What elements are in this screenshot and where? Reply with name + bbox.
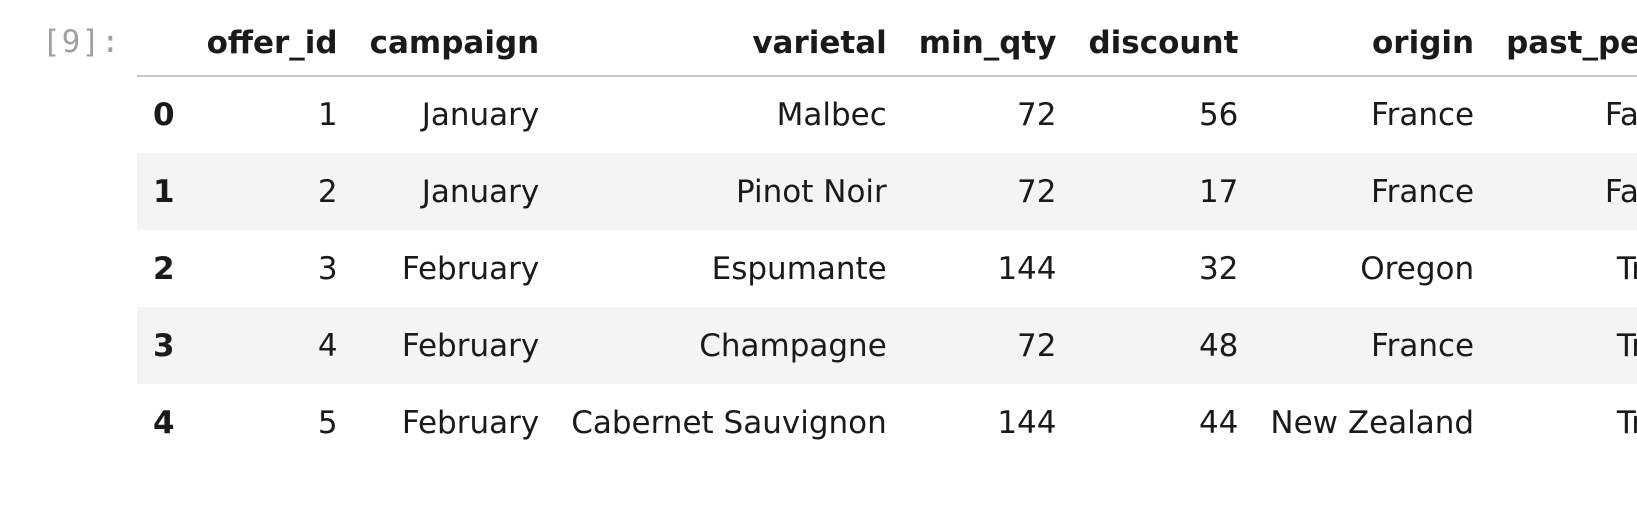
campaign-cell: February	[401, 404, 540, 441]
offer-id-cell: 2	[317, 173, 338, 210]
min-qty-cell: 72	[1017, 327, 1057, 364]
table-row: 4 5 February Cabernet Sauvignon 144 44 N…	[137, 384, 1637, 461]
origin-cell: New Zealand	[1270, 404, 1475, 441]
past-peak-cell: True	[1616, 250, 1637, 287]
min-qty-cell: 144	[997, 250, 1057, 287]
origin-cell: France	[1371, 173, 1475, 210]
min-qty-cell: 72	[1017, 173, 1057, 210]
discount-header: discount	[1072, 10, 1255, 77]
table-header: offer_id campaign varietal min_qty disco…	[137, 10, 1637, 77]
varietal-cell: Espumante	[711, 250, 887, 287]
row-index: 1	[153, 173, 175, 210]
campaign-header: campaign	[353, 10, 556, 77]
offer-id-cell: 5	[317, 404, 338, 441]
past-peak-cell: False	[1604, 97, 1637, 133]
row-index: 0	[153, 97, 175, 133]
row-index: 2	[153, 250, 175, 287]
discount-cell: 17	[1198, 173, 1239, 210]
campaign-cell: February	[401, 250, 540, 287]
campaign-cell: January	[421, 173, 540, 210]
offer-id-cell: 1	[317, 97, 338, 133]
origin-cell: France	[1371, 327, 1475, 364]
past-peak-cell: True	[1616, 404, 1637, 441]
origin-cell: France	[1371, 97, 1475, 133]
offer-id-cell: 4	[317, 327, 338, 364]
table-row: 3 4 February Champagne 72 48 France True	[137, 307, 1637, 384]
header-row: offer_id campaign varietal min_qty disco…	[137, 10, 1637, 77]
discount-cell: 56	[1198, 97, 1239, 133]
varietal-cell: Champagne	[699, 327, 887, 364]
past-peak-cell: False	[1604, 173, 1637, 210]
min-qty-cell: 144	[997, 404, 1057, 441]
varietal-cell: Malbec	[776, 97, 887, 133]
varietal-cell: Cabernet Sauvignon	[571, 404, 887, 441]
discount-cell: 32	[1198, 250, 1239, 287]
cell-prompt: [9]:	[42, 24, 121, 60]
past-peak-header: past_peak	[1490, 10, 1637, 77]
discount-cell: 48	[1198, 327, 1239, 364]
origin-cell: Oregon	[1360, 250, 1475, 287]
min-qty-header: min_qty	[902, 10, 1073, 77]
varietal-header: varietal	[555, 10, 903, 77]
table-row: 0 1 January Malbec 72 56 France False	[137, 76, 1637, 153]
origin-header: origin	[1254, 10, 1491, 77]
table-row: 1 2 January Pinot Noir 72 17 France Fals…	[137, 153, 1637, 230]
table-body: 0 1 January Malbec 72 56 France False 1 …	[137, 76, 1637, 461]
index-header	[137, 10, 191, 77]
min-qty-cell: 72	[1017, 97, 1057, 133]
table-row: 2 3 February Espumante 144 32 Oregon Tru…	[137, 230, 1637, 307]
discount-cell: 44	[1198, 404, 1239, 441]
dataframe-table: offer_id campaign varietal min_qty disco…	[137, 10, 1637, 461]
offer-id-cell: 3	[317, 250, 338, 287]
past-peak-cell: True	[1616, 327, 1637, 364]
campaign-cell: January	[421, 97, 540, 133]
varietal-cell: Pinot Noir	[736, 173, 887, 210]
row-index: 4	[153, 404, 175, 441]
row-index: 3	[153, 327, 175, 364]
offer-id-header: offer_id	[190, 10, 354, 77]
cell-output: offer_id campaign varietal min_qty disco…	[137, 10, 1637, 461]
campaign-cell: February	[401, 327, 540, 364]
